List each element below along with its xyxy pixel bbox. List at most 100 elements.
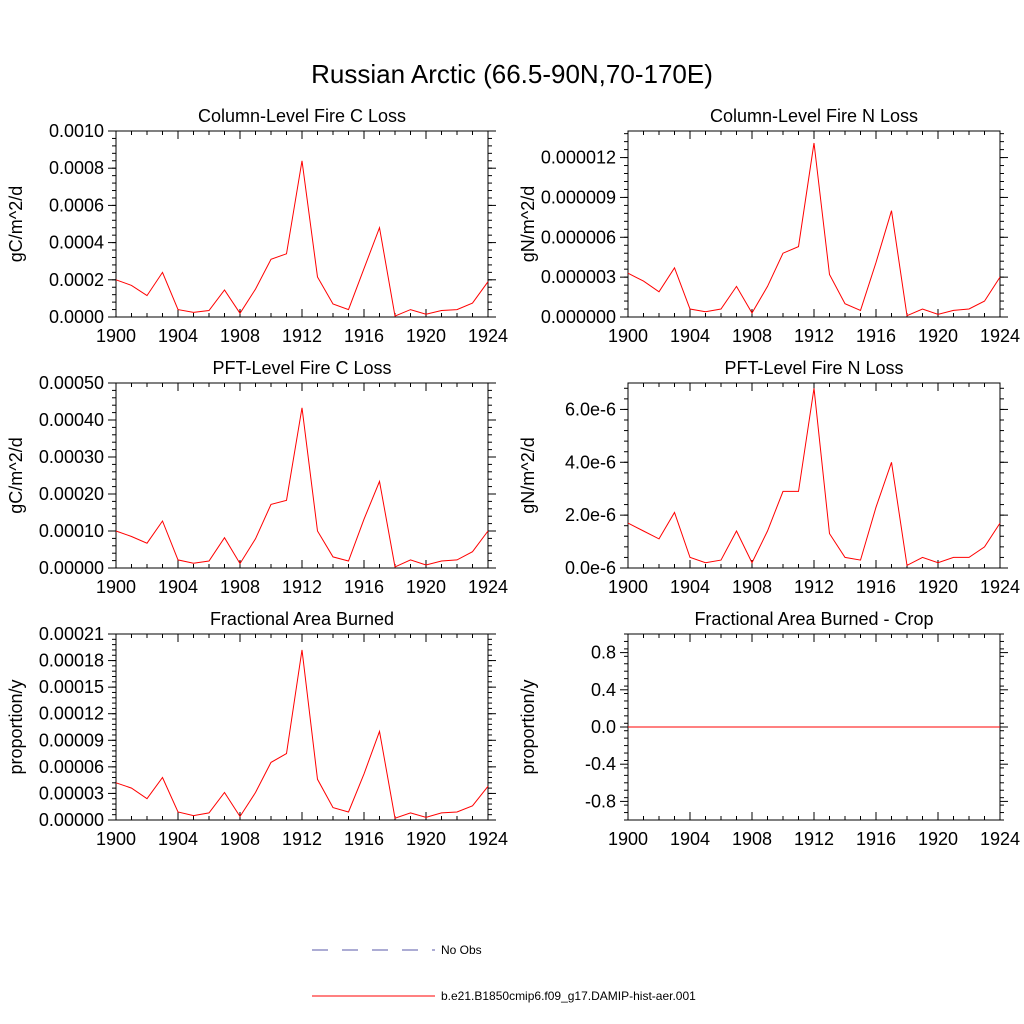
y-tick-label: 4.0e-6 [565, 452, 616, 472]
y-tick-label: 0.0006 [49, 195, 104, 215]
y-tick-label: 0.0004 [49, 233, 104, 253]
x-tick-label: 1924 [468, 326, 508, 346]
y-axis-label: proportion/y [6, 679, 26, 774]
panel-title: PFT-Level Fire N Loss [724, 358, 903, 378]
y-tick-label: 0.00018 [39, 651, 104, 671]
x-tick-label: 1912 [794, 326, 834, 346]
panel-title: PFT-Level Fire C Loss [212, 358, 391, 378]
x-tick-label: 1900 [96, 326, 136, 346]
x-tick-label: 1920 [406, 326, 446, 346]
x-tick-label: 1900 [608, 577, 648, 597]
x-tick-label: 1924 [468, 577, 508, 597]
y-axis-label: gC/m^2/d [6, 186, 26, 262]
panel-5: Fractional Area Burned proportion/y 1900 19… [6, 609, 508, 849]
x-tick-label: 1904 [158, 577, 198, 597]
x-tick-label: 1916 [856, 326, 896, 346]
plot-frame [115, 633, 489, 821]
x-tick-label: 1920 [406, 829, 446, 849]
legend-label-1: No Obs [441, 943, 482, 957]
y-axis-label: gC/m^2/d [6, 437, 26, 513]
x-tick-label: 1912 [794, 577, 834, 597]
x-tick-label: 1904 [670, 326, 710, 346]
legend: No Obs b.e21.B1850cmip6.f09_g17.DAMIP-his… [312, 943, 696, 1003]
x-tick-label: 1908 [220, 326, 260, 346]
x-tick-label: 1920 [918, 829, 958, 849]
plot-frame [115, 130, 489, 318]
y-tick-label: 0.0002 [49, 270, 104, 290]
x-tick-label: 1904 [158, 326, 198, 346]
y-tick-label: 0.00000 [39, 558, 104, 578]
y-tick-label: 0.00000 [39, 810, 104, 830]
y-tick-label: 0.00010 [39, 521, 104, 541]
panel-4: PFT-Level Fire N Loss gN/m^2/d 1900 1904 190… [518, 358, 1020, 597]
y-tick-label: -0.4 [585, 754, 616, 774]
panel-1: Column-Level Fire C Loss gC/m^2/d 1900 1904… [6, 106, 508, 346]
x-tick-label: 1924 [468, 829, 508, 849]
panel-3: PFT-Level Fire C Loss gC/m^2/d 1900 1904 190… [6, 358, 508, 597]
x-tick-label: 1904 [158, 829, 198, 849]
legend-label-2: b.e21.B1850cmip6.f09_g17.DAMIP-hist-aer.… [441, 989, 696, 1003]
x-tick-label: 1900 [96, 829, 136, 849]
y-tick-label: 6.0e-6 [565, 399, 616, 419]
panel-title: Column-Level Fire C Loss [198, 106, 406, 126]
y-tick-label: -0.8 [585, 791, 616, 811]
x-tick-label: 1916 [856, 577, 896, 597]
y-axis-label: gN/m^2/d [518, 186, 538, 262]
series-line [627, 142, 1001, 317]
y-tick-label: 0.000012 [541, 148, 616, 168]
panel-title: Fractional Area Burned - Crop [694, 609, 933, 629]
x-tick-label: 1924 [980, 577, 1020, 597]
x-tick-label: 1904 [670, 577, 710, 597]
x-tick-label: 1900 [608, 326, 648, 346]
y-tick-label: 0.00040 [39, 410, 104, 430]
series-line [115, 407, 489, 568]
figure-title: Russian Arctic (66.5-90N,70-170E) [311, 59, 713, 89]
x-tick-label: 1912 [282, 326, 322, 346]
panel-title: Fractional Area Burned [210, 609, 394, 629]
x-tick-label: 1908 [220, 829, 260, 849]
x-tick-label: 1920 [406, 577, 446, 597]
y-tick-label: 0.0000 [49, 307, 104, 327]
panels: Column-Level Fire C Loss gC/m^2/d 1900 1904… [6, 106, 1020, 849]
x-tick-label: 1900 [608, 829, 648, 849]
y-tick-label: 0.4 [591, 680, 616, 700]
x-tick-label: 1912 [282, 577, 322, 597]
y-tick-label: 0.00009 [39, 730, 104, 750]
y-tick-label: 0.00003 [39, 783, 104, 803]
panel-2: Column-Level Fire N Loss gN/m^2/d 1900 1904… [518, 106, 1020, 346]
y-tick-label: 2.0e-6 [565, 505, 616, 525]
x-tick-label: 1912 [282, 829, 322, 849]
x-tick-label: 1908 [732, 829, 772, 849]
x-tick-label: 1920 [918, 326, 958, 346]
series-line [115, 160, 489, 317]
x-tick-label: 1900 [96, 577, 136, 597]
x-tick-label: 1908 [732, 577, 772, 597]
x-tick-label: 1924 [980, 326, 1020, 346]
plot-frame [627, 130, 1001, 318]
y-tick-label: 0.0010 [49, 121, 104, 141]
y-tick-label: 0.8 [591, 643, 616, 663]
y-tick-label: 0.0e-6 [565, 558, 616, 578]
x-tick-label: 1916 [344, 829, 384, 849]
y-tick-label: 0.00050 [39, 373, 104, 393]
x-tick-label: 1916 [856, 829, 896, 849]
series-line [627, 388, 1001, 567]
y-tick-label: 0.000006 [541, 227, 616, 247]
x-tick-label: 1912 [794, 829, 834, 849]
x-tick-label: 1908 [220, 577, 260, 597]
y-tick-label: 0.000009 [541, 187, 616, 207]
y-tick-label: 0.00012 [39, 704, 104, 724]
y-axis-label: gN/m^2/d [518, 437, 538, 513]
series-line [115, 649, 489, 819]
y-tick-label: 0.000003 [541, 267, 616, 287]
y-tick-label: 0.00006 [39, 757, 104, 777]
panel-6: Fractional Area Burned - Crop proportion/… [518, 609, 1020, 849]
y-tick-label: 0.00030 [39, 447, 104, 467]
y-tick-label: 0.0008 [49, 158, 104, 178]
y-tick-label: 0.00015 [39, 677, 104, 697]
x-tick-label: 1904 [670, 829, 710, 849]
x-tick-label: 1920 [918, 577, 958, 597]
panel-title: Column-Level Fire N Loss [710, 106, 918, 126]
y-tick-label: 0.000000 [541, 307, 616, 327]
y-tick-label: 0.00020 [39, 484, 104, 504]
